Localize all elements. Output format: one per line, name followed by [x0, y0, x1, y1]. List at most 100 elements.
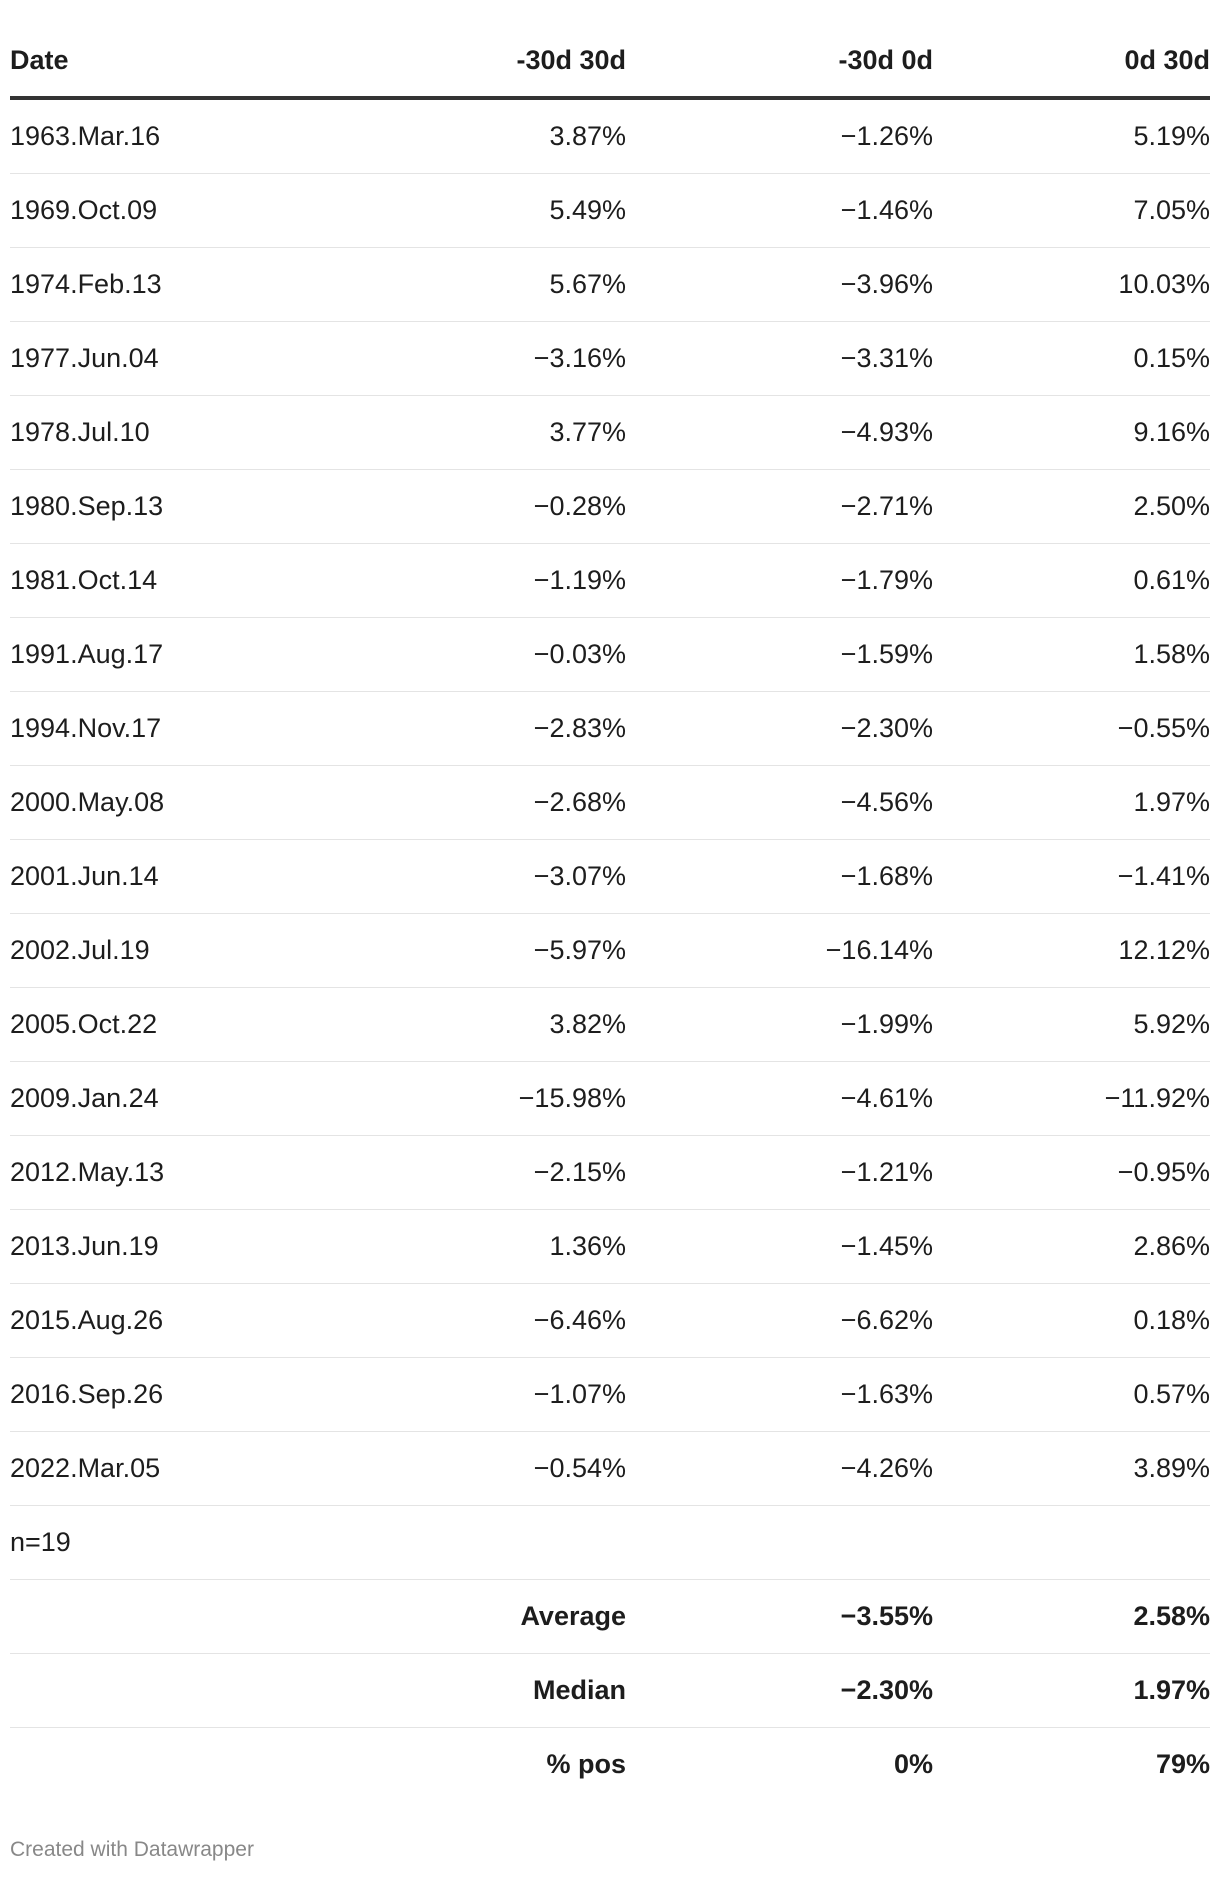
summary-row: % pos 0% 79% — [10, 1728, 1210, 1802]
minus30d-30d-cell: −3.07% — [230, 839, 626, 914]
summary-0d-30d-value: 1.97% — [933, 1653, 1210, 1728]
minus30d-0d-cell: −16.14% — [626, 913, 933, 988]
summary-0d-30d-value: 79% — [1155, 1749, 1210, 1779]
minus30d-0d-cell: −2.71% — [626, 469, 933, 544]
header-row: Date -30d 30d -30d 0d 0d 30d — [10, 24, 1210, 100]
minus30d-0d-cell: −1.21% — [626, 1135, 933, 1210]
0d-30d-cell: 0.18% — [933, 1283, 1210, 1358]
minus30d-30d-cell: −0.54% — [230, 1431, 626, 1506]
date-cell: 2001.Jun.14 — [10, 839, 230, 914]
minus30d-0d-cell: −1.79% — [626, 543, 933, 618]
minus30d-30d-cell: −6.46% — [230, 1283, 626, 1358]
table-row: 2000.May.08 −2.68% −4.56% 1.97% — [10, 765, 1210, 840]
date-cell: 2012.May.13 — [10, 1135, 230, 1210]
summary-label: Average — [230, 1579, 626, 1654]
table-row: 2016.Sep.26 −1.07% −1.63% 0.57% — [10, 1357, 1210, 1432]
minus30d-30d-cell: 1.36% — [230, 1209, 626, 1284]
column-header-minus30d-0d: -30d 0d — [626, 24, 933, 100]
table-row: 1974.Feb.13 5.67% −3.96% 10.03% — [10, 247, 1210, 322]
date-cell: 2005.Oct.22 — [10, 987, 230, 1062]
minus30d-0d-cell: −2.30% — [626, 691, 933, 766]
minus30d-30d-cell: −0.28% — [230, 469, 626, 544]
0d-30d-cell: 5.92% — [933, 987, 1210, 1062]
date-cell: 2002.Jul.19 — [10, 913, 230, 988]
summary-minus30d-0d-value: −3.55% — [626, 1579, 933, 1654]
date-cell: 1963.Mar.16 — [10, 98, 230, 174]
table-row: 1977.Jun.04 −3.16% −3.31% 0.15% — [10, 321, 1210, 396]
date-cell: 1978.Jul.10 — [10, 395, 230, 470]
minus30d-30d-cell: −0.03% — [230, 617, 626, 692]
minus30d-30d-cell: −1.07% — [230, 1357, 626, 1432]
minus30d-0d-cell: −6.62% — [626, 1283, 933, 1358]
0d-30d-cell: 1.58% — [933, 617, 1210, 692]
minus30d-0d-cell: −1.46% — [626, 173, 933, 248]
summary-row: Average −3.55% 2.58% — [10, 1579, 1210, 1654]
table-row: 2022.Mar.05 −0.54% −4.26% 3.89% — [10, 1431, 1210, 1506]
minus30d-30d-cell: 5.67% — [230, 247, 626, 322]
date-cell: 1974.Feb.13 — [10, 247, 230, 322]
0d-30d-cell: 10.03% — [933, 247, 1210, 322]
table-row: 1994.Nov.17 −2.83% −2.30% −0.55% — [10, 691, 1210, 766]
0d-30d-cell: 0.15% — [933, 321, 1210, 396]
0d-30d-cell: 12.12% — [933, 913, 1210, 988]
minus30d-0d-cell: −1.99% — [626, 987, 933, 1062]
minus30d-0d-cell: −3.96% — [626, 247, 933, 322]
table-row: 1991.Aug.17 −0.03% −1.59% 1.58% — [10, 617, 1210, 692]
table-row: 1963.Mar.16 3.87% −1.26% 5.19% — [10, 98, 1210, 174]
date-cell: 1994.Nov.17 — [10, 691, 230, 766]
0d-30d-cell: 0.61% — [933, 543, 1210, 618]
0d-30d-cell: 2.50% — [933, 469, 1210, 544]
minus30d-30d-cell: −2.68% — [230, 765, 626, 840]
date-cell: 2013.Jun.19 — [10, 1209, 230, 1284]
datawrapper-credit: Created with Datawrapper — [10, 1838, 254, 1861]
minus30d-0d-cell: −4.26% — [626, 1431, 933, 1506]
0d-30d-cell: 5.19% — [933, 98, 1210, 174]
0d-30d-cell: 0.57% — [933, 1357, 1210, 1432]
table-row: 1978.Jul.10 3.77% −4.93% 9.16% — [10, 395, 1210, 470]
count-row: n=19 — [10, 1505, 1210, 1580]
data-table: Date -30d 30d -30d 0d 0d 30d 1963.Mar.16… — [10, 24, 1210, 1801]
table-row: 2013.Jun.19 1.36% −1.45% 2.86% — [10, 1209, 1210, 1284]
minus30d-30d-cell: 5.49% — [230, 173, 626, 248]
count-row-empty-cell — [626, 1505, 933, 1580]
table-body: 1963.Mar.16 3.87% −1.26% 5.19% 1969.Oct.09 5.… — [10, 98, 1210, 1801]
table-row: 2001.Jun.14 −3.07% −1.68% −1.41% — [10, 839, 1210, 914]
0d-30d-cell: 7.05% — [933, 173, 1210, 248]
date-cell: 1991.Aug.17 — [10, 617, 230, 692]
summary-empty-cell — [10, 1728, 230, 1802]
minus30d-30d-cell: −15.98% — [230, 1061, 626, 1136]
0d-30d-cell: 2.86% — [933, 1209, 1210, 1284]
minus30d-0d-cell: −1.59% — [626, 617, 933, 692]
minus30d-30d-cell: 3.87% — [230, 98, 626, 174]
0d-30d-cell: −11.92% — [933, 1061, 1210, 1136]
date-cell: 1980.Sep.13 — [10, 469, 230, 544]
table-row: 2002.Jul.19 −5.97% −16.14% 12.12% — [10, 913, 1210, 988]
column-header-date: Date — [10, 24, 230, 100]
summary-empty-cell — [10, 1653, 230, 1728]
summary-minus30d-0d-value: −2.30% — [626, 1653, 933, 1728]
date-cell: 2009.Jan.24 — [10, 1061, 230, 1136]
0d-30d-cell: −1.41% — [933, 839, 1210, 914]
summary-0d-30d-value: 2.58% — [933, 1579, 1210, 1654]
count-row-empty-cell — [933, 1505, 1210, 1580]
date-cell: 1977.Jun.04 — [10, 321, 230, 396]
summary-label: Median — [230, 1653, 626, 1728]
summary-row: Median −2.30% 1.97% — [10, 1653, 1210, 1728]
table-row: 2012.May.13 −2.15% −1.21% −0.95% — [10, 1135, 1210, 1210]
minus30d-30d-cell: −2.15% — [230, 1135, 626, 1210]
table-row: 1969.Oct.09 5.49% −1.46% 7.05% — [10, 173, 1210, 248]
count-label: n=19 — [10, 1505, 230, 1580]
count-row-empty-cell — [230, 1505, 626, 1580]
date-cell: 1969.Oct.09 — [10, 173, 230, 248]
date-cell: 2000.May.08 — [10, 765, 230, 840]
minus30d-30d-cell: −1.19% — [230, 543, 626, 618]
column-header-0d-30d: 0d 30d — [933, 24, 1210, 100]
minus30d-0d-cell: −4.56% — [626, 765, 933, 840]
date-cell: 2022.Mar.05 — [10, 1431, 230, 1506]
minus30d-0d-cell: −4.93% — [626, 395, 933, 470]
minus30d-0d-cell: −1.26% — [626, 98, 933, 174]
table-row: 1980.Sep.13 −0.28% −2.71% 2.50% — [10, 469, 1210, 544]
table-row: 1981.Oct.14 −1.19% −1.79% 0.61% — [10, 543, 1210, 618]
0d-30d-cell: 1.97% — [933, 765, 1210, 840]
minus30d-0d-cell: −1.68% — [626, 839, 933, 914]
